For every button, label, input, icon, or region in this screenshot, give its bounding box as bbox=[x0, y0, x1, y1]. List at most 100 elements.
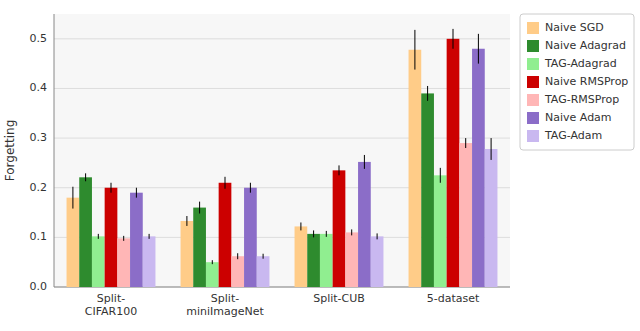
legend-label: TAG-RMSProp bbox=[544, 93, 619, 106]
legend-label: Naive SGD bbox=[545, 21, 604, 34]
bar bbox=[320, 234, 333, 287]
error-bar bbox=[339, 165, 340, 175]
y-tick-label: 0.2 bbox=[30, 181, 48, 194]
error-bar bbox=[478, 34, 479, 64]
x-tick-label: Split-miniImageNet bbox=[186, 292, 264, 318]
chart-container: 0.00.10.20.30.40.5Split-CIFAR100Split-mi… bbox=[0, 0, 640, 331]
bars bbox=[67, 39, 498, 287]
bar bbox=[193, 208, 206, 287]
bar bbox=[307, 234, 320, 287]
legend-swatch bbox=[527, 94, 539, 106]
bar bbox=[231, 256, 244, 287]
legend-swatch bbox=[527, 130, 539, 142]
x-tick-label: Split-CIFAR100 bbox=[85, 292, 137, 318]
bar bbox=[244, 188, 257, 287]
error-bar bbox=[123, 236, 124, 241]
bar bbox=[295, 226, 308, 287]
bar bbox=[345, 232, 358, 287]
bar bbox=[358, 162, 371, 287]
error-bar bbox=[326, 231, 327, 237]
error-bar bbox=[465, 138, 466, 148]
error-bars bbox=[73, 29, 491, 264]
grid-line bbox=[54, 38, 510, 39]
bar bbox=[459, 143, 472, 287]
bar-series bbox=[117, 143, 472, 287]
y-axis-line bbox=[54, 14, 55, 287]
bar bbox=[421, 93, 434, 287]
grid-line bbox=[54, 138, 510, 139]
y-tick-label: 0.3 bbox=[30, 131, 48, 144]
error-bar bbox=[351, 229, 352, 235]
bar bbox=[105, 188, 118, 287]
bar-series bbox=[143, 149, 498, 287]
legend-label: TAG-Adam bbox=[544, 129, 602, 142]
error-bar bbox=[212, 260, 213, 264]
bar bbox=[206, 262, 219, 287]
error-bar bbox=[98, 234, 99, 239]
bar bbox=[67, 198, 80, 287]
y-tick-label: 0.0 bbox=[30, 280, 48, 293]
bar bbox=[409, 50, 422, 287]
error-bar bbox=[186, 216, 187, 226]
error-bar bbox=[250, 183, 251, 193]
error-bar bbox=[453, 29, 454, 49]
bar-series bbox=[79, 93, 434, 287]
bar bbox=[79, 177, 92, 287]
error-bar bbox=[111, 183, 112, 193]
x-tick-labels: Split-CIFAR100Split-miniImageNetSplit-CU… bbox=[85, 292, 480, 318]
bar bbox=[181, 221, 194, 287]
bar bbox=[485, 149, 498, 287]
error-bar bbox=[491, 138, 492, 160]
error-bar bbox=[85, 173, 86, 181]
x-tick-label-line: Split- bbox=[97, 292, 125, 305]
bar bbox=[447, 39, 460, 287]
x-tick-label-line: miniImageNet bbox=[186, 305, 264, 318]
grid-line bbox=[54, 88, 510, 89]
bar bbox=[257, 256, 270, 287]
x-tick-label-line: Split-CUB bbox=[313, 292, 365, 305]
bar bbox=[92, 236, 105, 287]
bar bbox=[143, 236, 156, 287]
bar-series bbox=[67, 50, 422, 287]
legend-swatch bbox=[527, 40, 539, 52]
error-bar bbox=[440, 168, 441, 183]
legend-swatch bbox=[527, 22, 539, 34]
error-bar bbox=[199, 202, 200, 214]
legend-label: Naive Adagrad bbox=[545, 39, 626, 52]
error-bar bbox=[414, 30, 415, 70]
y-tick-label: 0.5 bbox=[30, 32, 48, 45]
bar-series bbox=[92, 175, 447, 287]
bar bbox=[333, 170, 346, 287]
error-bar bbox=[377, 233, 378, 239]
error-bar bbox=[300, 222, 301, 230]
legend-label: Naive Adam bbox=[545, 111, 612, 124]
bar bbox=[434, 175, 447, 287]
y-tick-labels: 0.0 0.1 0.2 0.3 0.4 0.5 bbox=[30, 32, 48, 293]
bar-series bbox=[105, 39, 460, 287]
y-axis-label: Forgetting bbox=[3, 120, 17, 182]
error-bar bbox=[263, 254, 264, 259]
legend: Naive SGDNaive AdagradTAG-AdagradNaive R… bbox=[520, 14, 634, 150]
bar bbox=[130, 193, 143, 287]
error-bar bbox=[313, 230, 314, 237]
x-tick-label: Split-CUB bbox=[313, 292, 365, 305]
legend-swatch bbox=[527, 76, 539, 88]
legend-swatch bbox=[527, 58, 539, 70]
error-bar bbox=[72, 187, 73, 209]
bar-series bbox=[130, 49, 485, 287]
legend-label: Naive RMSProp bbox=[545, 75, 628, 88]
error-bar bbox=[149, 234, 150, 239]
error-bar bbox=[364, 155, 365, 169]
x-tick-label-line: CIFAR100 bbox=[85, 305, 137, 318]
y-grid bbox=[54, 39, 510, 287]
bar bbox=[219, 183, 232, 287]
error-bar bbox=[136, 188, 137, 198]
x-tick-label-line: Split- bbox=[211, 292, 239, 305]
plot-background bbox=[54, 14, 510, 287]
legend-box bbox=[520, 14, 634, 150]
x-tick-label: 5-dataset bbox=[427, 292, 480, 305]
legend-swatch bbox=[527, 112, 539, 124]
y-tick-label: 0.4 bbox=[30, 81, 48, 94]
chart-svg: 0.00.10.20.30.40.5Split-CIFAR100Split-mi… bbox=[0, 0, 640, 331]
y-tick-label: 0.1 bbox=[30, 230, 48, 243]
